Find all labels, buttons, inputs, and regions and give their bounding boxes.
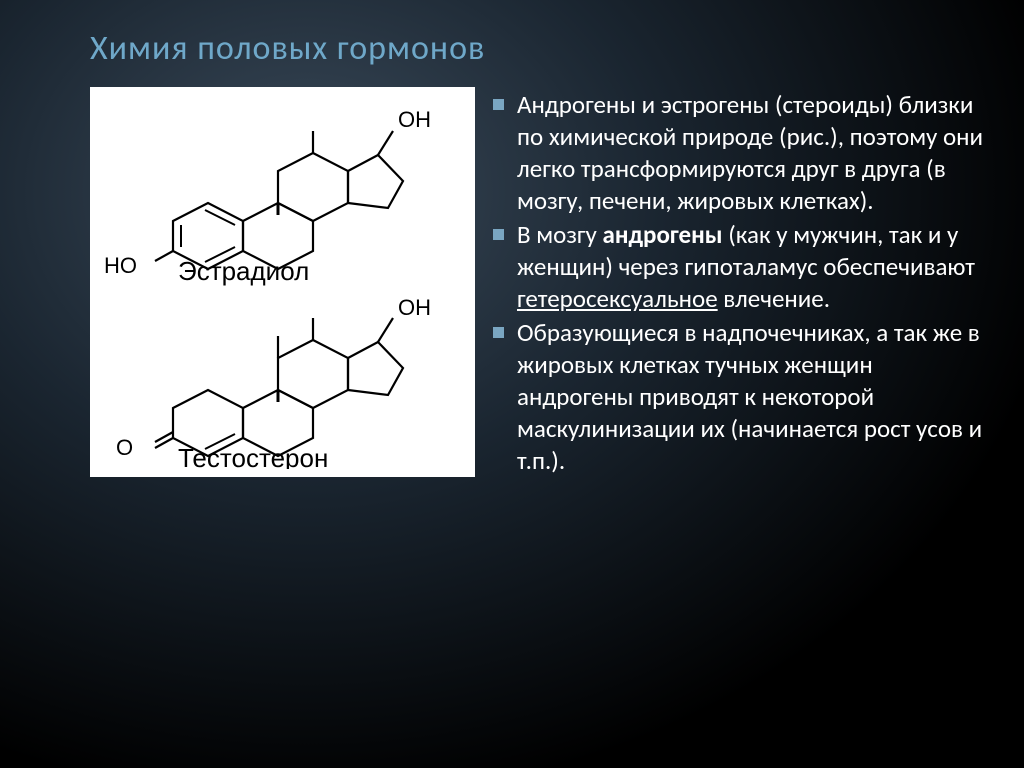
testosterone-structure — [155, 318, 403, 456]
oh-label-2: OH — [398, 295, 431, 320]
oh-label-1: OH — [398, 107, 431, 132]
bullet-item: Андрогены и эстрогены (стероиды) близки … — [493, 89, 984, 217]
content-row: OH HO Эстрадиол — [90, 87, 984, 479]
o-label: O — [116, 435, 133, 460]
bullet-text-post: влечение. — [718, 283, 830, 314]
bullet-list: Андрогены и эстрогены (стероиды) близки … — [493, 89, 984, 477]
slide-title: Химия половых гормонов — [90, 28, 984, 69]
estradiol-label: Эстрадиол — [178, 256, 309, 286]
bullet-text-pre: В мозгу — [517, 219, 603, 250]
estradiol-structure — [155, 131, 403, 269]
chemistry-diagram: OH HO Эстрадиол — [90, 87, 475, 477]
ho-label: HO — [104, 253, 137, 278]
bullet-text: Образующиеся в надпочечниках, а так же в… — [517, 317, 982, 476]
testosterone-label: Тестостерон — [178, 443, 328, 469]
bullet-text-underline: гетеросексуальное — [517, 283, 718, 314]
right-column: Андрогены и эстрогены (стероиды) близки … — [493, 87, 984, 479]
left-column: OH HO Эстрадиол — [90, 87, 475, 479]
bullet-item: Образующиеся в надпочечниках, а так же в… — [493, 317, 984, 477]
bullet-text: Андрогены и эстрогены (стероиды) близки … — [517, 89, 983, 216]
bullet-text-bold: андрогены — [603, 219, 723, 250]
bullet-item: В мозгу андрогены (как у мужчин, так и у… — [493, 219, 984, 315]
